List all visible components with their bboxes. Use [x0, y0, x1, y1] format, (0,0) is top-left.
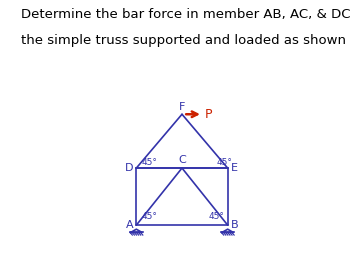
Text: B: B — [231, 220, 239, 230]
Text: F: F — [179, 102, 185, 112]
Text: P: P — [204, 108, 212, 121]
Text: D: D — [125, 163, 133, 173]
Text: 45°: 45° — [216, 158, 232, 167]
Text: 45°: 45° — [142, 158, 158, 167]
Text: C: C — [178, 155, 186, 165]
Text: 45°: 45° — [209, 212, 225, 221]
Text: Determine the bar force in member AB, AC, & DC of: Determine the bar force in member AB, AC… — [21, 8, 350, 21]
Text: E: E — [231, 163, 238, 173]
Text: 45°: 45° — [142, 212, 158, 221]
Text: the simple truss supported and loaded as shown: the simple truss supported and loaded as… — [21, 34, 346, 47]
Text: A: A — [125, 220, 133, 230]
